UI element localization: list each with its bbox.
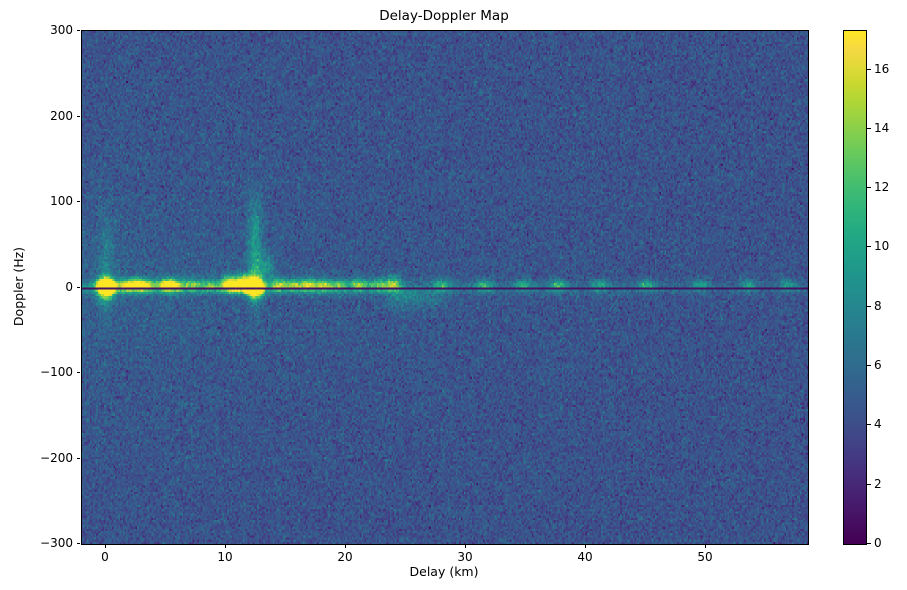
y-tick-label: −200 (40, 450, 73, 465)
y-tick-mark (76, 30, 80, 31)
colorbar-tick-mark (867, 305, 871, 307)
colorbar-tick-label: 10 (874, 239, 890, 254)
x-tick-label: 0 (101, 550, 109, 564)
colorbar-gradient (844, 31, 866, 544)
colorbar-tick-label: 0 (874, 536, 882, 550)
y-tick-mark (76, 286, 80, 288)
y-tick-mark (76, 543, 80, 544)
x-tick-mark (465, 544, 466, 548)
delay-doppler-heatmap (82, 31, 808, 544)
y-tick-mark (76, 457, 80, 459)
x-tick-mark (225, 544, 226, 548)
x-tick-label: 50 (697, 550, 713, 564)
heatmap-plot-area[interactable] (81, 30, 809, 545)
page-title: Delay-Doppler Map (379, 8, 509, 24)
colorbar-tick-mark (867, 424, 871, 426)
y-tick-label: 200 (50, 108, 73, 123)
colorbar-tick-label: 12 (874, 180, 890, 195)
y-tick-mark (76, 201, 80, 202)
x-tick-mark (705, 544, 706, 548)
x-tick-label: 40 (577, 550, 593, 564)
colorbar[interactable] (843, 30, 867, 545)
x-tick-mark (585, 544, 586, 548)
x-axis-label: Delay (km) (409, 564, 479, 579)
colorbar-tick-mark (867, 68, 871, 70)
colorbar-tick-label: 6 (874, 358, 882, 373)
x-tick-label: 10 (217, 550, 233, 564)
colorbar-tick-mark (867, 127, 871, 129)
colorbar-tick-label: 2 (874, 476, 882, 491)
y-tick-label: 100 (50, 194, 73, 208)
y-tick-label: −300 (40, 536, 73, 550)
colorbar-tick-mark (867, 483, 871, 485)
x-tick-mark (345, 544, 346, 548)
colorbar-tick-mark (867, 543, 871, 544)
x-tick-label: 30 (457, 550, 473, 564)
y-tick-label: 0 (65, 279, 73, 294)
y-tick-label: 300 (50, 23, 73, 37)
y-tick-label: −100 (40, 365, 73, 379)
colorbar-tick-mark (867, 246, 871, 248)
colorbar-tick-mark (867, 187, 871, 189)
colorbar-tick-label: 16 (874, 61, 890, 76)
x-tick-mark (105, 544, 106, 548)
colorbar-tick-label: 4 (874, 417, 882, 432)
colorbar-tick-label: 14 (874, 120, 890, 135)
x-tick-label: 20 (337, 550, 353, 564)
y-axis-label: Doppler (Hz) (11, 246, 26, 327)
y-tick-mark (76, 372, 80, 373)
y-tick-mark (76, 115, 80, 117)
colorbar-tick-mark (867, 365, 871, 367)
colorbar-tick-label: 8 (874, 298, 882, 313)
